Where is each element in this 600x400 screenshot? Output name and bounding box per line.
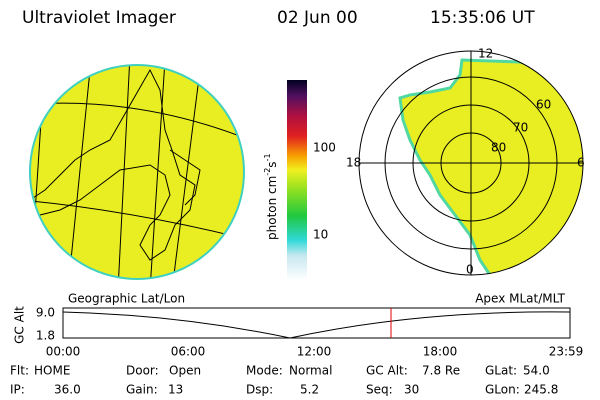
mlt-label: 12 xyxy=(478,47,493,61)
lat-label: 80 xyxy=(491,141,506,155)
info-label: GLon: xyxy=(485,383,520,397)
info-value: 245.8 xyxy=(524,383,558,397)
lat-label: 60 xyxy=(536,98,551,112)
mlt-label: 0 xyxy=(466,263,474,277)
info-value: HOME xyxy=(34,364,70,378)
info-label: Seq: xyxy=(366,383,393,397)
altitude-curve xyxy=(62,311,571,339)
strip-title: Geographic Lat/Lon xyxy=(68,292,185,306)
mlt-label: 18 xyxy=(346,156,361,170)
info-value: Normal xyxy=(289,364,332,378)
colorbar-label: photon cm-2s-1 xyxy=(263,153,279,240)
time-label: 00:00 xyxy=(46,345,81,359)
time: 15:35:06 UT xyxy=(430,8,535,28)
info-label: IP: xyxy=(10,383,25,397)
time-label: 12:00 xyxy=(297,345,332,359)
label-sup: -1 xyxy=(263,153,272,161)
date: 02 Jun 00 xyxy=(277,8,358,28)
polar-image: 12 18 6 0 60 70 80 xyxy=(346,47,585,277)
info-panel: Flt: HOME Door: Open Mode: Normal GC Alt: 7.8 R… xyxy=(10,364,558,397)
label-sup: -2 xyxy=(263,168,272,176)
info-value: Open xyxy=(169,364,201,378)
colorbar-tick: 10 xyxy=(313,228,328,242)
info-value: 7.8 Re xyxy=(422,364,460,378)
mlt-label: 6 xyxy=(577,156,585,170)
info-label: Door: xyxy=(126,364,159,378)
info-label: Flt: xyxy=(10,364,29,378)
lat-label: 70 xyxy=(513,121,528,135)
globe-image xyxy=(29,64,245,280)
strip-y-label: 9.0 xyxy=(36,306,55,320)
time-label: 18:00 xyxy=(423,345,458,359)
info-label: Gain: xyxy=(126,383,158,397)
label-part: photon cm xyxy=(265,176,279,240)
info-label: Mode: xyxy=(246,364,283,378)
info-value: 13 xyxy=(168,383,183,397)
strip-frame xyxy=(62,307,571,339)
info-label: GLat: xyxy=(485,364,517,378)
instrument: Ultraviolet Imager xyxy=(22,8,176,28)
colorbar-tick: 100 xyxy=(313,141,336,155)
info-value: 30 xyxy=(404,383,419,397)
strip-y-label: 1.8 xyxy=(36,329,55,343)
strip-title: Apex MLat/MLT xyxy=(475,292,565,306)
strip-axis-label: GC Alt xyxy=(13,306,27,344)
time-label: 06:00 xyxy=(171,345,206,359)
label-part: s xyxy=(265,161,279,167)
info-value: 36.0 xyxy=(54,383,81,397)
info-label: Dsp: xyxy=(246,383,273,397)
info-value: 54.0 xyxy=(523,364,550,378)
info-value: 5.2 xyxy=(300,383,319,397)
colorbar xyxy=(287,80,307,280)
time-label: 23:59 xyxy=(549,345,584,359)
info-label: GC Alt: xyxy=(366,364,408,378)
